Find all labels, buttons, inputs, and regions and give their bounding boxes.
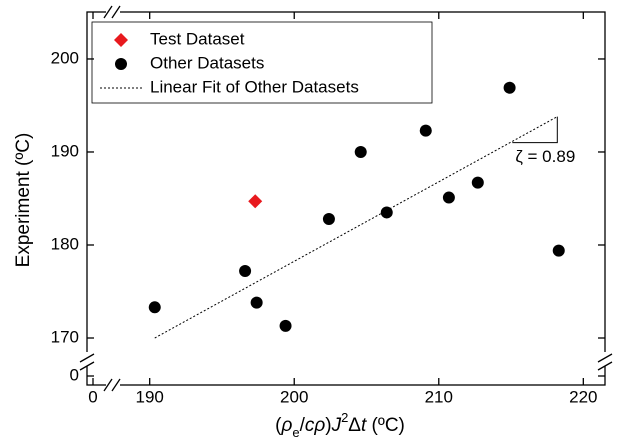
point [322,212,335,225]
point [239,265,252,278]
axis-breaks [79,5,613,392]
x-tick-label: 200 [280,387,308,406]
legend-symbol [114,33,128,47]
x-tick-label: 210 [425,387,453,406]
point [419,124,432,137]
x-axis-label-part: ) [325,415,331,436]
x-axis-label-part: / [300,415,306,436]
point [148,301,161,314]
point [279,319,292,332]
y-tick-label: 0 [70,365,79,384]
x-axis-label-part: ρ [280,415,292,436]
x-axis-label-part: (ºC) [366,415,405,436]
point [380,206,393,219]
legend-box [91,21,433,104]
point [354,145,367,158]
x-axis-label-part: J [331,415,342,436]
x-axis-label-part: t [361,415,367,436]
y-tick-label: 180 [51,234,79,253]
x-axis-label-part: 2 [341,410,348,425]
annotation: ζ = 0.89 [515,147,575,166]
point [503,81,516,94]
x-tick-label: 190 [136,387,164,406]
point [442,191,455,204]
legend-label: Linear Fit of Other Datasets [150,77,359,96]
x-axis-label-part: Δ [348,415,361,436]
legend-symbol [115,58,127,70]
legend-label: Other Datasets [150,53,264,72]
point [552,244,565,257]
point [248,194,263,209]
x-axis-label: (ρe/cρ)J2Δt (ºC) [275,410,405,440]
y-tick-label: 170 [51,327,79,346]
x-axis-label-part: e [292,425,299,440]
point [250,296,263,309]
y-tick-label: 200 [51,48,79,67]
x-axis-label-part: cρ [305,415,326,436]
y-tick-label: 190 [51,141,79,160]
slope-triangle [512,116,558,144]
plot-frame [86,11,606,386]
x-axis-label-part: ( [275,415,282,436]
fit-line [154,116,558,339]
point [471,176,484,189]
x-tick-label: 220 [569,387,597,406]
x-tick-label: 0 [88,387,97,406]
legend-label: Test Dataset [150,29,245,48]
y-axis-label: Experiment (ºC) [13,133,34,268]
